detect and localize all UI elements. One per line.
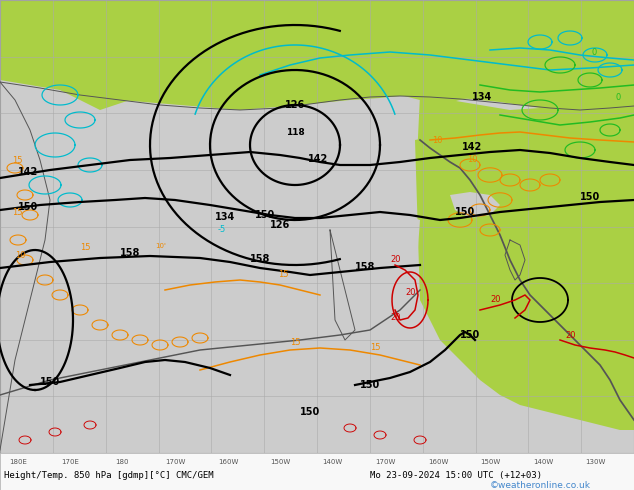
Text: 142: 142 (18, 167, 38, 177)
Text: 15: 15 (12, 208, 22, 217)
Polygon shape (0, 0, 160, 110)
Text: 20: 20 (390, 255, 401, 264)
Text: 158: 158 (250, 254, 270, 264)
Text: 150: 150 (460, 330, 480, 340)
Text: 20: 20 (405, 288, 415, 297)
Text: 0: 0 (592, 48, 597, 57)
Text: 170W: 170W (165, 459, 185, 465)
Text: 150: 150 (580, 192, 600, 202)
Text: 160W: 160W (218, 459, 238, 465)
Text: 20: 20 (490, 295, 500, 304)
Polygon shape (0, 0, 634, 112)
Text: 140W: 140W (322, 459, 342, 465)
Text: 15: 15 (290, 338, 301, 347)
Text: Mo 23-09-2024 15:00 UTC (+12+03): Mo 23-09-2024 15:00 UTC (+12+03) (370, 470, 542, 480)
Polygon shape (305, 205, 420, 320)
Text: ©weatheronline.co.uk: ©weatheronline.co.uk (490, 481, 591, 490)
Text: 20: 20 (390, 313, 401, 322)
Text: 15: 15 (370, 343, 380, 352)
Polygon shape (350, 0, 634, 105)
Text: 150: 150 (255, 210, 275, 220)
Text: 158: 158 (355, 262, 375, 272)
Text: 130W: 130W (585, 459, 605, 465)
Text: 180: 180 (115, 459, 129, 465)
Text: 180E: 180E (9, 459, 27, 465)
Text: 142: 142 (462, 142, 482, 152)
Text: 150: 150 (300, 407, 320, 417)
Text: 140W: 140W (533, 459, 553, 465)
Text: 10: 10 (432, 136, 443, 145)
Text: 150: 150 (40, 377, 60, 387)
Text: 170E: 170E (61, 459, 79, 465)
Text: 150: 150 (360, 380, 380, 390)
Text: 15: 15 (278, 270, 288, 279)
Polygon shape (0, 110, 420, 400)
Text: 15: 15 (12, 156, 22, 165)
Text: 10: 10 (467, 155, 477, 164)
Polygon shape (415, 95, 634, 345)
Text: 160W: 160W (428, 459, 448, 465)
Text: 142: 142 (308, 154, 328, 164)
Text: Height/Temp. 850 hPa [gdmp][°C] CMC/GEM: Height/Temp. 850 hPa [gdmp][°C] CMC/GEM (4, 470, 214, 480)
Text: 150W: 150W (270, 459, 290, 465)
Text: 134: 134 (215, 212, 235, 222)
Text: 150W: 150W (480, 459, 500, 465)
Text: 0: 0 (615, 93, 620, 102)
Text: 126: 126 (270, 220, 290, 230)
Text: 10': 10' (155, 243, 166, 249)
Text: 150: 150 (18, 202, 38, 212)
Text: 10: 10 (15, 251, 25, 260)
Text: 158: 158 (120, 248, 140, 258)
Polygon shape (450, 192, 500, 218)
Text: 126: 126 (285, 100, 305, 110)
Text: 134: 134 (472, 92, 492, 102)
Polygon shape (370, 0, 634, 55)
Text: 20: 20 (565, 331, 576, 340)
Text: 170W: 170W (375, 459, 395, 465)
Polygon shape (0, 0, 400, 60)
Polygon shape (415, 128, 634, 430)
Text: 118: 118 (286, 128, 304, 137)
Text: -5: -5 (218, 225, 226, 234)
Text: 150: 150 (455, 207, 476, 217)
Text: 15: 15 (80, 243, 91, 252)
